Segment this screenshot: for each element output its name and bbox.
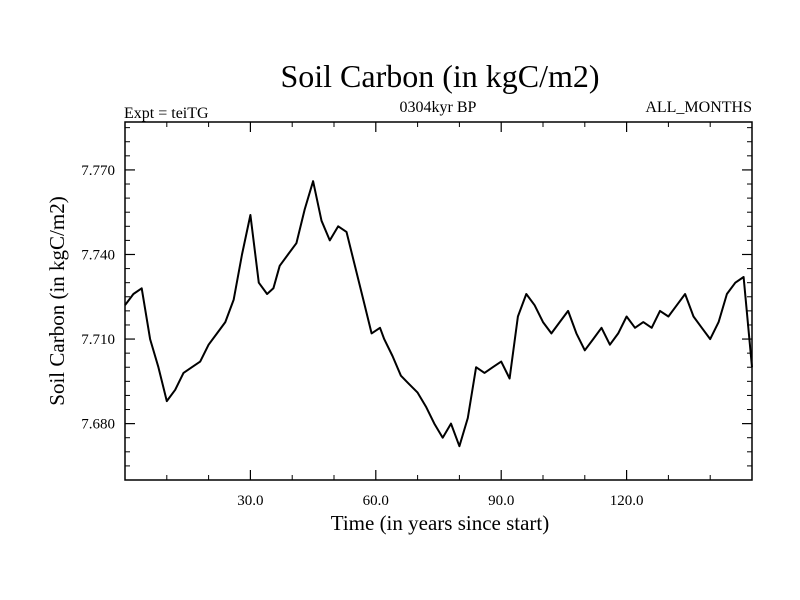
y-tick-label: 7.740 [81,247,115,263]
plot-area [124,180,753,448]
x-axis-title: Time (in years since start) [331,511,550,535]
x-tick-label: 90.0 [488,493,514,509]
x-tick-label: 60.0 [363,493,389,509]
months-label: ALL_MONTHS [645,99,752,116]
x-axis-ticks: 30.0 60.0 90.0 120.0 [166,122,711,509]
x-tick-label: 30.0 [237,493,263,509]
plot-frame [124,121,753,481]
y-axis-ticks: 7.680 7.710 7.740 7.770 [81,127,752,467]
chart-subtitle: 0304kyr BP [400,99,477,116]
series-line-1 [124,180,753,448]
y-axis-title: Soil Carbon (in kgC/m2) [45,196,69,405]
chart-title: Soil Carbon (in kgC/m2) [280,58,599,94]
y-tick-label: 7.680 [81,417,115,433]
y-tick-label: 7.710 [81,332,115,348]
y-tick-label: 7.770 [81,163,115,179]
experiment-label: Expt = teiTG [124,105,209,122]
x-tick-label: 120.0 [610,493,644,509]
